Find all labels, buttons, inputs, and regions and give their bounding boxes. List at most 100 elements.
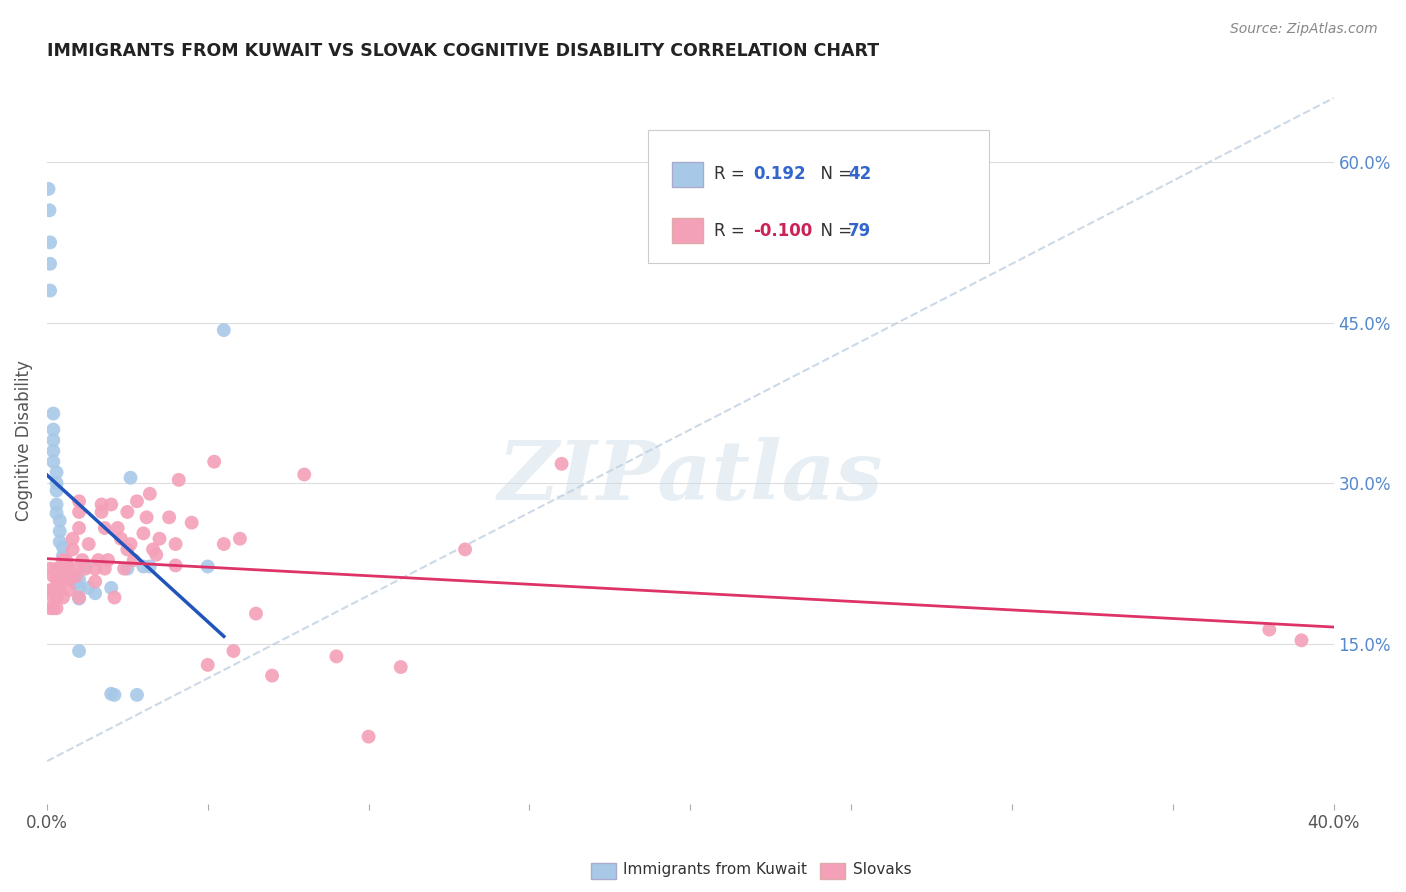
Point bbox=[145, 548, 167, 562]
Point bbox=[94, 521, 117, 535]
Point bbox=[45, 591, 67, 605]
Point bbox=[45, 476, 67, 491]
Point bbox=[357, 730, 380, 744]
Point bbox=[107, 521, 129, 535]
Point bbox=[97, 553, 120, 567]
Point bbox=[262, 668, 284, 682]
Point bbox=[62, 532, 84, 546]
Point bbox=[39, 257, 62, 271]
Point bbox=[125, 494, 148, 508]
Point bbox=[39, 284, 62, 298]
Point bbox=[67, 494, 90, 508]
Point bbox=[142, 542, 165, 557]
Point bbox=[45, 582, 67, 597]
Point bbox=[165, 558, 187, 573]
Point bbox=[42, 423, 65, 437]
Point bbox=[49, 524, 72, 539]
Point bbox=[167, 473, 190, 487]
Point bbox=[139, 559, 162, 574]
Point bbox=[67, 644, 90, 658]
Point bbox=[120, 537, 142, 551]
Point bbox=[45, 562, 67, 576]
Text: 0.192: 0.192 bbox=[754, 165, 806, 183]
Point bbox=[165, 537, 187, 551]
Point bbox=[52, 549, 75, 563]
Point bbox=[245, 607, 267, 621]
Point bbox=[125, 688, 148, 702]
Point bbox=[49, 572, 72, 586]
Point bbox=[212, 323, 235, 337]
Point bbox=[67, 572, 90, 586]
Point bbox=[197, 559, 219, 574]
Text: Slovaks: Slovaks bbox=[853, 863, 912, 877]
Point bbox=[84, 586, 107, 600]
Point bbox=[67, 591, 90, 606]
Point bbox=[103, 591, 125, 605]
Point bbox=[139, 487, 162, 501]
Point bbox=[67, 591, 90, 605]
Point bbox=[103, 688, 125, 702]
Point bbox=[55, 569, 77, 583]
Point bbox=[72, 553, 94, 567]
Point bbox=[67, 581, 90, 595]
Point bbox=[67, 521, 90, 535]
Point bbox=[42, 455, 65, 469]
Point bbox=[42, 582, 65, 597]
Point bbox=[87, 553, 110, 567]
Point bbox=[42, 569, 65, 583]
Point bbox=[65, 569, 87, 583]
Point bbox=[117, 542, 139, 557]
Point bbox=[42, 601, 65, 615]
Point bbox=[49, 582, 72, 597]
Point bbox=[49, 535, 72, 549]
Point bbox=[77, 581, 100, 595]
Point bbox=[222, 644, 245, 658]
Point bbox=[148, 532, 170, 546]
Point bbox=[212, 537, 235, 551]
Point bbox=[62, 542, 84, 557]
Text: 79: 79 bbox=[848, 222, 872, 240]
Point bbox=[197, 657, 219, 672]
Point bbox=[67, 505, 90, 519]
Point bbox=[52, 562, 75, 576]
Point bbox=[65, 575, 87, 590]
Point bbox=[229, 532, 252, 546]
Text: -0.100: -0.100 bbox=[754, 222, 813, 240]
Point bbox=[389, 660, 412, 674]
Point bbox=[117, 562, 139, 576]
Point bbox=[122, 553, 145, 567]
Point bbox=[45, 483, 67, 498]
Point bbox=[45, 498, 67, 512]
Point bbox=[55, 564, 77, 578]
Point bbox=[110, 532, 132, 546]
Point bbox=[55, 557, 77, 571]
Point bbox=[37, 182, 59, 196]
Point bbox=[77, 537, 100, 551]
Text: Source: ZipAtlas.com: Source: ZipAtlas.com bbox=[1230, 22, 1378, 37]
Point bbox=[75, 562, 97, 576]
Text: R =: R = bbox=[714, 222, 751, 240]
Text: IMMIGRANTS FROM KUWAIT VS SLOVAK COGNITIVE DISABILITY CORRELATION CHART: IMMIGRANTS FROM KUWAIT VS SLOVAK COGNITI… bbox=[46, 42, 879, 60]
Point bbox=[100, 498, 122, 512]
Point bbox=[75, 559, 97, 574]
Point bbox=[157, 510, 180, 524]
Point bbox=[94, 562, 117, 576]
Point bbox=[120, 471, 142, 485]
Point bbox=[202, 455, 225, 469]
Point bbox=[325, 649, 347, 664]
Text: N =: N = bbox=[810, 222, 858, 240]
Point bbox=[42, 591, 65, 605]
Point bbox=[550, 457, 572, 471]
Point bbox=[45, 506, 67, 520]
Point bbox=[52, 591, 75, 605]
Point bbox=[55, 553, 77, 567]
Text: N =: N = bbox=[810, 165, 858, 183]
Point bbox=[117, 505, 139, 519]
Point bbox=[39, 582, 62, 597]
Point bbox=[1291, 633, 1313, 648]
Text: 42: 42 bbox=[848, 165, 872, 183]
Point bbox=[90, 498, 112, 512]
Point bbox=[292, 467, 315, 482]
Point bbox=[112, 562, 135, 576]
Point bbox=[39, 235, 62, 250]
